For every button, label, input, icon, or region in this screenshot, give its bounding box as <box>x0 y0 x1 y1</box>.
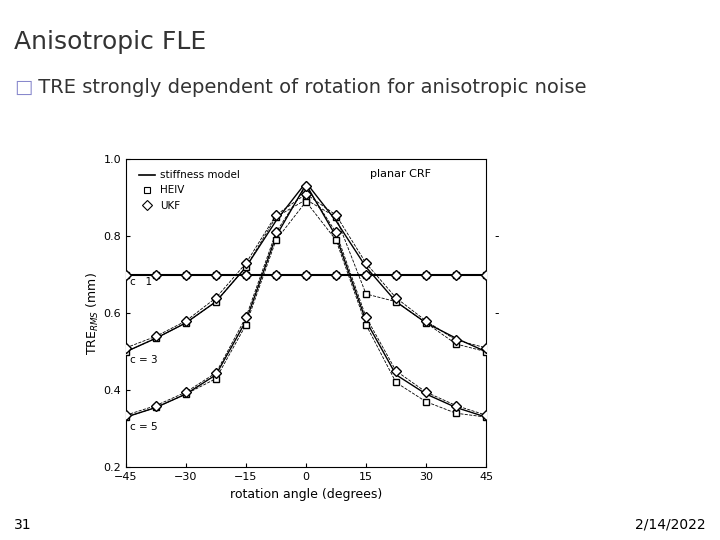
Text: c = 3: c = 3 <box>130 355 158 365</box>
Y-axis label: TRE$_{RMS}$ (mm): TRE$_{RMS}$ (mm) <box>84 272 101 355</box>
Legend: stiffness model, HEIV, UKF: stiffness model, HEIV, UKF <box>135 166 244 215</box>
Text: planar CRF: planar CRF <box>370 169 431 179</box>
Text: Anisotropic FLE: Anisotropic FLE <box>14 30 207 53</box>
X-axis label: rotation angle (degrees): rotation angle (degrees) <box>230 488 382 501</box>
Text: 31: 31 <box>14 518 32 532</box>
Text: -: - <box>495 307 499 320</box>
Text: TRE strongly dependent of rotation for anisotropic noise: TRE strongly dependent of rotation for a… <box>32 78 587 97</box>
Text: c = 5: c = 5 <box>130 422 158 431</box>
Text: -: - <box>495 230 499 243</box>
Text: 2/14/2022: 2/14/2022 <box>635 518 706 532</box>
Text: □: □ <box>14 78 33 97</box>
Text: c   1: c 1 <box>130 278 152 287</box>
